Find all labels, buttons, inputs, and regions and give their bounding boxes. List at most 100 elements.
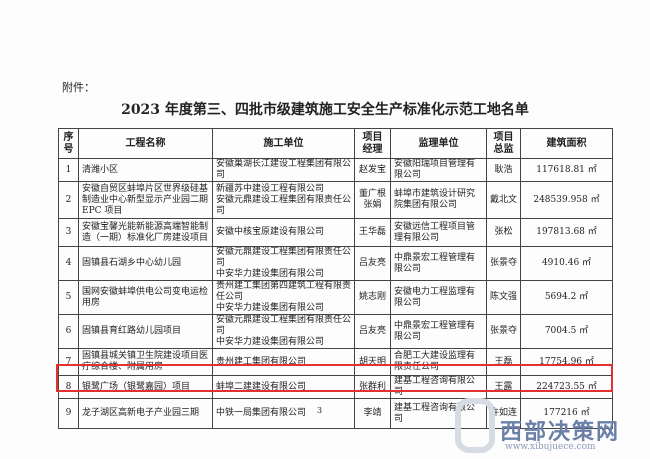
project-manager: 董广根	[358, 189, 386, 199]
building-area: 5694.2 ㎡	[520, 280, 613, 315]
building-area: 177216 ㎡	[520, 398, 613, 429]
watermark-logo	[455, 398, 495, 453]
table-cell: 贵州建工集团有限公司	[212, 348, 355, 376]
chief-supervisor: 陈文强	[486, 280, 521, 315]
column-header: 序号	[58, 128, 79, 159]
contractor: 安徽元鼎建设工程集团有限责任公司	[216, 247, 352, 269]
building-area: 7004.5 ㎡	[520, 314, 613, 349]
table-cell: 李靖	[354, 398, 391, 429]
contractor: 贵州建工集团第四建筑工程有限责任公司	[216, 281, 352, 303]
table-cell: 姚志刚	[354, 280, 391, 315]
column-header: 施工单位	[212, 128, 355, 159]
chief-supervisor: 张景夺	[486, 314, 521, 349]
project-manager: 胡天明	[358, 356, 386, 367]
supervisor: 蚌埠市建筑设计研究院集团有限公司	[390, 181, 487, 219]
table-cell: 吕友亮	[354, 246, 391, 281]
building-area: 17754.96 ㎡	[520, 348, 613, 376]
table-cell: 安徽中核宝原建设有限公司	[212, 218, 355, 247]
watermark: 西部决策网	[500, 419, 621, 445]
column-header: 监理单位	[390, 128, 487, 159]
row-number: 6	[58, 314, 79, 349]
table-cell: 中铁一局集团有限公司	[212, 398, 355, 429]
table-cell: 安徽巢湖长江建设工程集团有限公司	[212, 158, 355, 182]
column-header: 项目总监	[486, 128, 521, 159]
project-name: 安徽自贸区蚌埠片区世界级硅基制造业中心新型显示产业园二期 EPC 项目	[78, 181, 213, 219]
contractor: 新疆苏中建设工程有限公司	[216, 183, 325, 194]
table-cell: 安徽元鼎建设工程集团有限责任公司 中安华力建设集团有限公司	[212, 314, 355, 349]
column-header: 工程名称	[78, 128, 213, 159]
table-row: 6 固镇县育红路幼儿园项目 安徽元鼎建设工程集团有限责任公司 中安华力建设集团有限公司…	[58, 314, 613, 349]
table-row: 2 安徽自贸区蚌埠片区世界级硅基制造业中心新型显示产业园二期 EPC 项目 新疆苏中…	[58, 181, 613, 219]
project-manager: 张群利	[358, 381, 386, 392]
project-manager: 赵发宝	[358, 164, 386, 175]
project-name: 龙子湖区高新电子产业园三期	[78, 398, 213, 429]
project-manager: 李靖	[363, 408, 382, 418]
table-row: 3 安徽宝馨光能新能源高端智能制造（一期）标准化厂房建设项目 安徽中核宝原建设有限公…	[58, 218, 613, 247]
header-row: 序号 工程名称 施工单位 项目经理 监理单位 项目总监 建筑面积	[58, 128, 613, 159]
contractor: 安徽巢湖长江建设工程集团有限公司	[216, 159, 352, 181]
project-name: 固镇县城关镇卫生院建设项目医疗综合楼、附属用房	[78, 348, 213, 376]
project-name: 固镇县育红路幼儿园项目	[78, 314, 213, 349]
contractor: 蚌埠二建建设有限公司	[216, 381, 307, 392]
contractor: 安徽中核宝原建设有限公司	[216, 227, 325, 237]
table-row: 1 清潍小区 安徽巢湖长江建设工程集团有限公司 赵发宝 安徽阳瑞项目管理有限公司 耿浩 11…	[58, 158, 613, 182]
chief-supervisor: 耿浩	[486, 158, 521, 182]
project-name: 安徽宝馨光能新能源高端智能制造（一期）标准化厂房建设项目	[78, 218, 213, 247]
table-cell: 安徽元鼎建设工程集团有限责任公司 中安华力建设集团有限公司	[212, 246, 355, 281]
chief-supervisor: 张景夺	[486, 246, 521, 281]
table-row: 7 固镇县城关镇卫生院建设项目医疗综合楼、附属用房 贵州建工集团有限公司 胡天明 合肥工…	[58, 348, 613, 376]
row-number: 2	[58, 181, 79, 219]
project-manager: 吕友亮	[358, 326, 386, 336]
row-number: 1	[58, 158, 79, 182]
project-name: 国网安徽蚌埠供电公司变电运检用房	[78, 280, 213, 315]
table-row: 4 固镇县石湖乡中心幼儿园 安徽元鼎建设工程集团有限责任公司 中安华力建设集团有限公司…	[58, 246, 613, 281]
row-number: 4	[58, 246, 79, 281]
project-manager: 王华磊	[358, 227, 386, 237]
chief-supervisor: 张松	[486, 218, 521, 247]
project-manager: 姚志刚	[358, 292, 386, 302]
column-header: 建筑面积	[520, 128, 613, 159]
building-area: 117618.81 ㎡	[520, 158, 613, 182]
page-number: 3	[317, 406, 323, 415]
project-manager: 张娟	[363, 200, 382, 210]
contractor: 中安华力建设集团有限公司	[216, 337, 325, 347]
building-area: 197813.68 ㎡	[520, 218, 613, 247]
highlight-box	[56, 364, 613, 392]
building-area: 224723.55 ㎡	[520, 375, 613, 399]
table-cell: 蚌埠二建建设有限公司	[212, 375, 355, 399]
contractor: 安徽元鼎建设工程集团有限责任公司	[216, 194, 352, 216]
building-area: 248539.958 ㎡	[520, 181, 613, 219]
supervisor: 合肥工大建设监理有限责任公司	[390, 348, 487, 376]
supervisor: 安徽远信工程项目管理有限公司	[390, 218, 487, 247]
watermark-url: www.xibujuece.com	[505, 442, 596, 452]
chief-supervisor: 戴北文	[486, 181, 521, 219]
chief-supervisor: 王露	[486, 375, 521, 399]
project-manager: 吕友亮	[358, 258, 386, 268]
document-title: 2023 年度第三、四批市级建筑施工安全生产标准化示范工地名单	[121, 102, 529, 118]
row-number: 3	[58, 218, 79, 247]
table-cell: 董广根 张娟	[354, 181, 391, 219]
contractor: 贵州建工集团有限公司	[216, 356, 307, 367]
contractor: 中安华力建设集团有限公司	[216, 303, 325, 313]
project-name: 固镇县石湖乡中心幼儿园	[78, 246, 213, 281]
row-number: 9	[58, 398, 79, 429]
table-cell: 赵发宝	[354, 158, 391, 182]
building-area: 4910.46 ㎡	[520, 246, 613, 281]
table-cell: 王华磊	[354, 218, 391, 247]
supervisor: 中鼎景宏工程管理有限公司	[390, 314, 487, 349]
supervisor: 建基工程咨询有限公司	[390, 375, 487, 399]
table-cell: 吕友亮	[354, 314, 391, 349]
project-name: 清潍小区	[78, 158, 213, 182]
project-name: 银鹭广场（银鹭嘉园）项目	[78, 375, 213, 399]
contractor: 中铁一局集团有限公司	[216, 408, 307, 418]
table-cell: 贵州建工集团第四建筑工程有限责任公司 中安华力建设集团有限公司	[212, 280, 355, 315]
supervisor: 中鼎景宏工程管理有限公司	[390, 246, 487, 281]
contractor: 中安华力建设集团有限公司	[216, 269, 325, 279]
attachment-label: 附件：	[62, 81, 95, 94]
supervisor: 安徽电力工程监理有限公司	[390, 280, 487, 315]
table-cell: 新疆苏中建设工程有限公司 安徽元鼎建设工程集团有限责任公司	[212, 181, 355, 219]
contractor: 安徽元鼎建设工程集团有限责任公司	[216, 315, 352, 337]
table-row: 8 银鹭广场（银鹭嘉园）项目 蚌埠二建建设有限公司 张群利 建基工程咨询有限公司 王露 22…	[58, 375, 613, 399]
supervisor: 安徽阳瑞项目管理有限公司	[390, 158, 487, 182]
